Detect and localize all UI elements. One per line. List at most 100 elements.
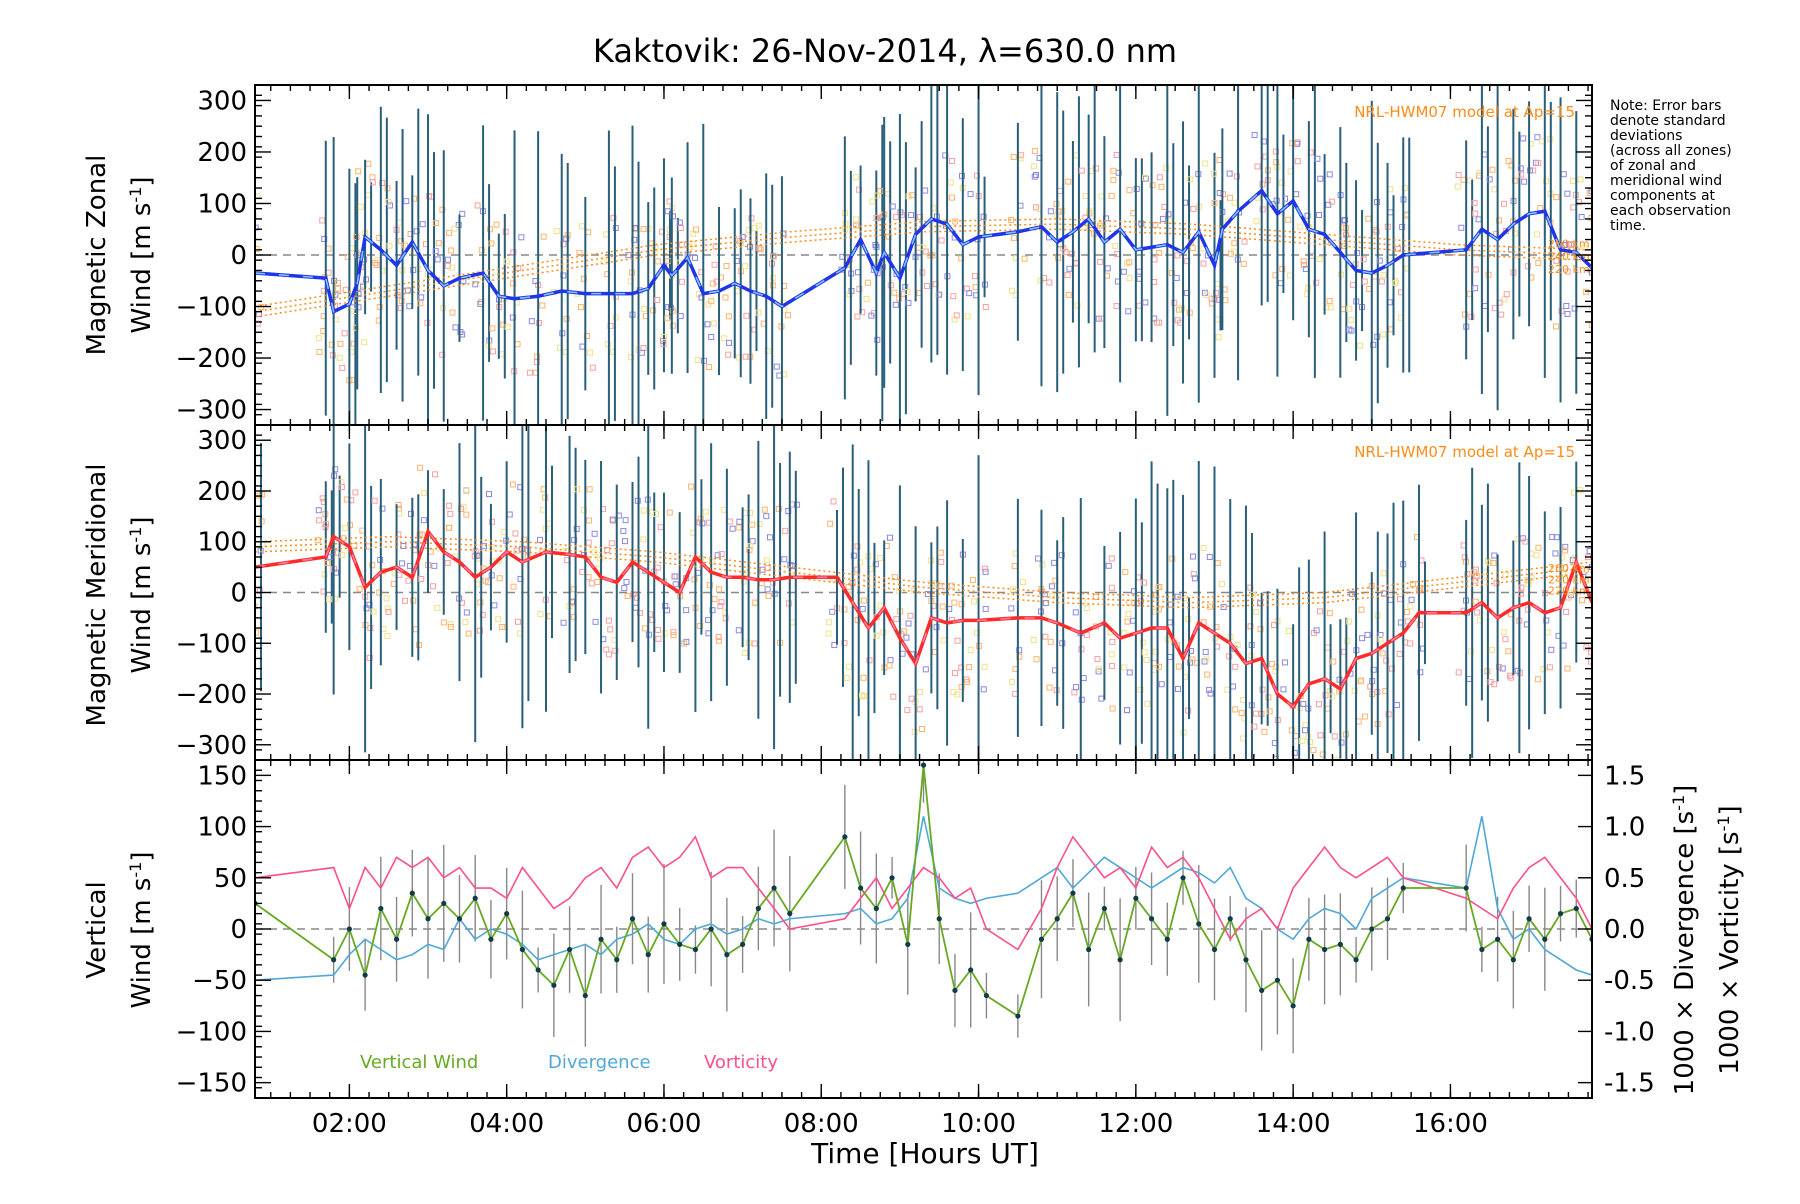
vertical-wind-point (551, 982, 557, 988)
scatter-point (1338, 739, 1345, 746)
vertical-wind-point (1070, 890, 1076, 896)
scatter-point (1156, 250, 1163, 257)
scatter-point (1564, 268, 1571, 275)
scatter-point (1562, 547, 1569, 554)
scatter-point (1230, 683, 1237, 690)
vertical-wind-point (1243, 957, 1249, 963)
vertical-wind-point (1322, 946, 1328, 953)
scatter-point (408, 510, 415, 517)
scatter-point (1563, 608, 1570, 615)
scatter-point (677, 225, 684, 232)
scatter-point (1240, 696, 1247, 703)
scatter-point (1109, 705, 1116, 712)
scatter-point (676, 219, 683, 226)
right-y-tick-label: -1.0 (1604, 1017, 1655, 1047)
scatter-point (1397, 596, 1404, 603)
scatter-point (255, 603, 258, 610)
scatter-point (936, 291, 943, 298)
vertical-wind-point (1227, 916, 1233, 922)
scatter-point (1498, 311, 1505, 318)
scatter-point (1281, 659, 1288, 666)
scatter-point (1455, 669, 1462, 676)
scatter-point (1380, 331, 1387, 338)
scatter-point (1417, 584, 1424, 591)
scatter-point (954, 637, 961, 644)
scatter-point (655, 258, 662, 265)
scatter-point (1282, 195, 1289, 202)
vertical-wind-point (1353, 957, 1359, 963)
vertical-wind-point (629, 916, 636, 922)
y-tick-label: −150 (176, 1069, 247, 1099)
scatter-point (1215, 334, 1222, 341)
scatter-point (1304, 212, 1311, 219)
scatter-point (729, 525, 736, 532)
model-alt-label: 220 km (1548, 263, 1590, 276)
scatter-point (1501, 200, 1508, 207)
scatter-point (726, 518, 733, 525)
scatter-point (1535, 676, 1542, 683)
scatter-point (1212, 289, 1219, 296)
scatter-point (660, 340, 667, 347)
scatter-point (1373, 228, 1380, 235)
scatter-point (1387, 596, 1394, 603)
scatter-point (435, 240, 442, 247)
scatter-point (385, 608, 392, 615)
vertical-wind-point (889, 875, 895, 881)
scatter-point (1596, 638, 1601, 643)
scatter-point (1114, 251, 1121, 258)
scatter-point (1268, 660, 1275, 667)
y-tick-label: 300 (197, 86, 247, 116)
scatter-point (1144, 700, 1151, 707)
scatter-point (691, 254, 698, 261)
scatter-point (553, 227, 560, 234)
scatter-point (386, 242, 393, 249)
scatter-point (1080, 675, 1087, 682)
zonal-wind-overlay (255, 189, 1592, 313)
scatter-point (334, 279, 341, 286)
scatter-point (1517, 590, 1524, 597)
scatter-point (1231, 199, 1238, 206)
scatter-point (919, 725, 926, 732)
scatter-point (793, 501, 800, 508)
scatter-point (1125, 611, 1132, 618)
scatter-point (903, 634, 910, 641)
scatter-point (951, 599, 958, 606)
scatter-point (1376, 257, 1383, 264)
scatter-point (1417, 669, 1424, 676)
vertical-ylabel-line1: Vertical (82, 881, 112, 978)
scatter-point (1331, 733, 1338, 740)
vertical-wind-point (857, 885, 864, 891)
scatter-point (452, 324, 459, 331)
scatter-point (369, 179, 376, 186)
scatter-point (379, 179, 386, 186)
scatter-point (692, 226, 699, 233)
scatter-point (315, 335, 322, 342)
scatter-point (1042, 633, 1049, 640)
scatter-point (249, 220, 254, 225)
scatter-point (1534, 231, 1541, 238)
scatter-point (1231, 240, 1238, 247)
y-tick-label: 50 (214, 864, 247, 894)
meridional-ylabel-line1: Magnetic Meridional (82, 464, 112, 727)
scatter-point (369, 174, 376, 181)
scatter-point (431, 562, 438, 569)
scatter-point (1482, 303, 1489, 310)
scatter-point (1021, 255, 1028, 262)
scatter-point (770, 253, 777, 260)
scatter-point (1109, 638, 1116, 645)
scatter-point (1372, 273, 1379, 280)
chart-title: Kaktovik: 26-Nov-2014, λ=630.0 nm (593, 32, 1177, 70)
scatter-point (1486, 559, 1493, 566)
scatter-point (1595, 194, 1600, 199)
vertical-wind-point (1337, 941, 1343, 947)
scatter-point (723, 262, 730, 269)
y-tick-label: 150 (197, 761, 247, 791)
scatter-point (1360, 256, 1367, 263)
model-curve-1 (255, 223, 1592, 313)
scatter-point (1552, 323, 1559, 330)
scatter-point (1206, 554, 1213, 561)
scatter-point (954, 691, 961, 698)
scatter-point (1377, 636, 1384, 643)
scatter-point (1458, 224, 1465, 231)
